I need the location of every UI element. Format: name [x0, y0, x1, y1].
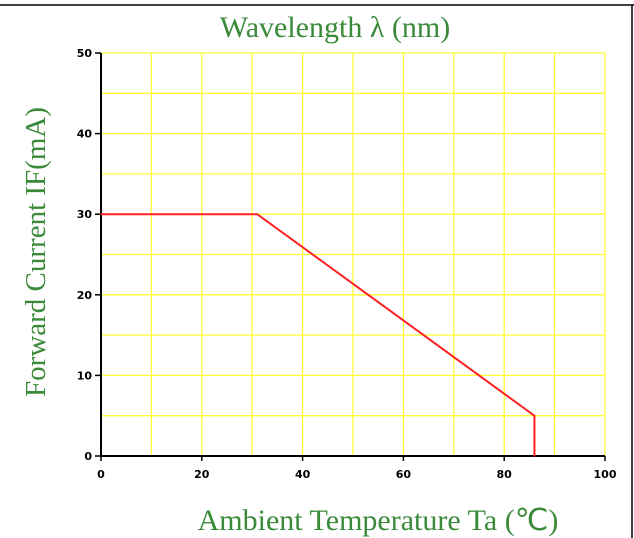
curve-point: [533, 414, 536, 417]
x-tick-label: 40: [295, 468, 311, 481]
derating-curve: [101, 213, 536, 456]
x-tick-label: 100: [594, 468, 617, 481]
y-tick-label: 40: [77, 128, 93, 141]
chart-title: Wavelength λ (nm): [220, 11, 450, 44]
tick-labels: 0 10 20 30 40 50 0 20 40 60 80 100: [77, 47, 617, 481]
x-tick-label: 80: [497, 468, 513, 481]
grid: [101, 52, 606, 456]
y-tick-label: 50: [77, 47, 93, 60]
y-tick-label: 0: [84, 450, 92, 463]
y-tick-label: 30: [77, 208, 93, 221]
x-tick-label: 20: [194, 468, 210, 481]
curve-point: [100, 213, 102, 215]
y-tick-label: 10: [77, 369, 93, 382]
y-tick-label: 20: [77, 289, 93, 302]
axes: [95, 52, 606, 461]
curve-point: [533, 455, 536, 457]
x-tick-label: 0: [97, 468, 105, 481]
x-axis-label: Ambient Temperature Ta (℃): [198, 504, 559, 537]
series-layer: [100, 213, 536, 457]
y-axis-label: Forward Current IF(mA): [20, 107, 52, 397]
curve-point: [256, 213, 259, 215]
x-tick-label: 60: [396, 468, 412, 481]
